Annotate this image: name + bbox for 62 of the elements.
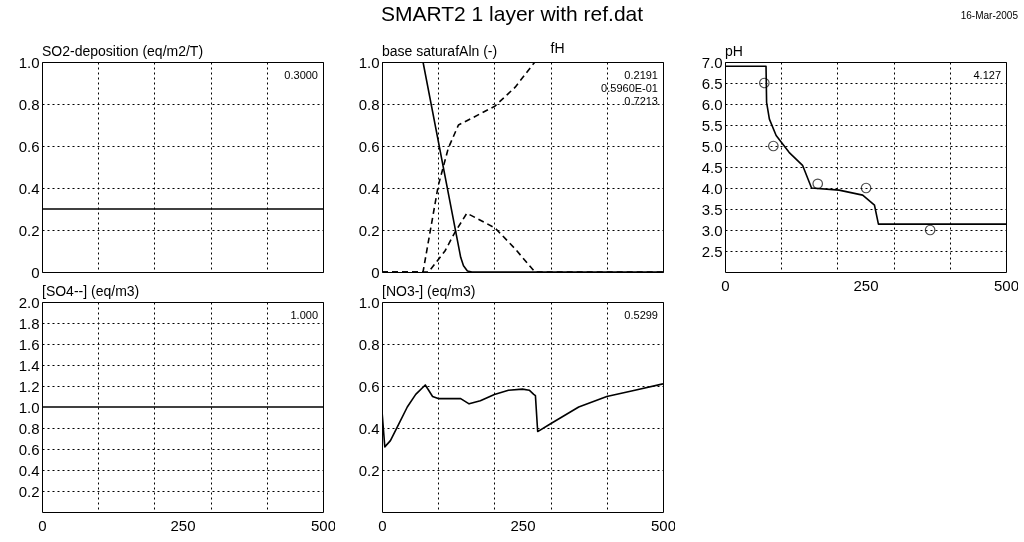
y-tick-label: 0.4 [358, 419, 380, 437]
y-axis-title: base saturafAln (-) [382, 43, 498, 59]
y-tick-label: 0.6 [18, 137, 40, 155]
y-tick-label: 4.0 [701, 179, 723, 197]
y-tick-label: 0.6 [18, 440, 40, 458]
annotation: 1.000 [290, 309, 318, 321]
y-tick-label: 0.2 [18, 482, 40, 500]
y-tick-label: 1.2 [18, 377, 40, 395]
y-tick-label: 0 [371, 263, 380, 281]
y-tick-label: 7.0 [701, 53, 723, 71]
y-tick-label: 5.5 [701, 116, 723, 134]
text: fH [550, 40, 565, 56]
x-tick-label: 250 [853, 276, 879, 294]
y-axis-title: SO2-deposition (eq/m2/T) [42, 43, 204, 59]
y-tick-label: 1.0 [358, 53, 380, 71]
y-tick-label: 2.0 [18, 293, 40, 311]
annotation: 0.3000 [284, 69, 318, 81]
y-tick-label: 3.5 [701, 200, 723, 218]
x-tick-label: 500 [993, 276, 1020, 294]
y-tick-label: 0 [31, 263, 40, 281]
y-tick-label: 3.0 [701, 221, 723, 239]
y-tick-label: 0.8 [18, 95, 40, 113]
x-tick-label: 500 [650, 516, 677, 534]
annotation: 0.5299 [624, 309, 658, 321]
y-axis-title: [SO4--] (eq/m3) [42, 283, 140, 299]
y-tick-label: 0.8 [358, 95, 380, 113]
point [860, 182, 872, 194]
y-tick-label: 0.2 [358, 221, 380, 239]
x-tick-label: 500 [310, 516, 337, 534]
x-tick-label: 250 [170, 516, 196, 534]
y-tick-label: 0.8 [18, 419, 40, 437]
y-tick-label: 0.6 [358, 137, 380, 155]
y-tick-label: 1.8 [18, 314, 40, 332]
y-axis-title: pH [725, 43, 743, 59]
y-tick-label: 0.4 [18, 461, 40, 479]
y-tick-label: 1.0 [18, 53, 40, 71]
point [767, 140, 779, 152]
annotation: 0.5960E-01 [601, 82, 658, 94]
annotation: 0.2191 [624, 69, 658, 81]
y-tick-label: 0.8 [358, 335, 380, 353]
y-tick-label: 6.0 [701, 95, 723, 113]
y-tick-label: 1.6 [18, 335, 40, 353]
y-tick-label: 0.4 [358, 179, 380, 197]
y-tick-label: 0.6 [358, 377, 380, 395]
y-tick-label: 5.0 [701, 137, 723, 155]
text: SMART2 1 layer with ref.dat [380, 2, 644, 25]
y-tick-label: 1.0 [18, 398, 40, 416]
point [759, 77, 770, 89]
y-tick-label: 1.4 [18, 356, 40, 374]
y-tick-label: 0.2 [18, 221, 40, 239]
text: 16-Mar-2005 [960, 10, 1018, 21]
y-tick-label: 6.5 [701, 74, 723, 92]
point [812, 178, 824, 190]
point [924, 224, 936, 236]
y-tick-label: 0.4 [18, 179, 40, 197]
y-tick-label: 2.5 [701, 242, 723, 260]
x-tick-label: 250 [510, 516, 536, 534]
y-tick-label: 4.5 [701, 158, 723, 176]
y-tick-label: 1.0 [358, 293, 380, 311]
y-tick-label: 0.2 [358, 461, 380, 479]
y-axis-title: [NO3-] (eq/m3) [382, 283, 476, 299]
annotation: 4.127 [973, 69, 1001, 81]
